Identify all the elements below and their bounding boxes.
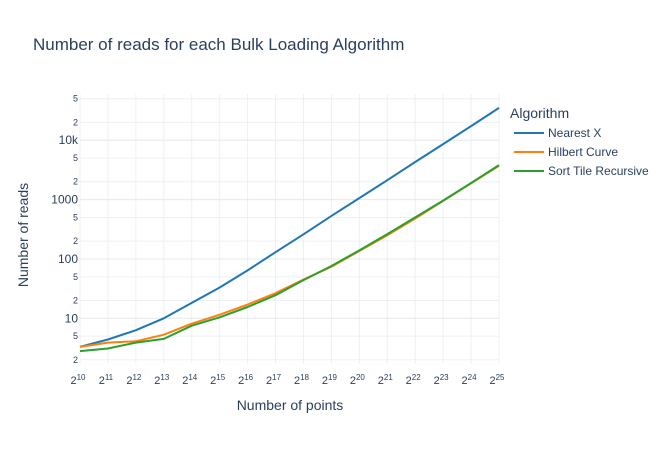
y-tick-label-minor: 5 (73, 331, 78, 341)
series-line-nearest-x (79, 107, 500, 348)
y-tick-label-minor: 5 (73, 153, 78, 163)
x-tick-label: 215 (210, 373, 226, 387)
y-axis-title: Number of reads (15, 183, 31, 287)
legend-title: Algorithm (510, 105, 569, 121)
x-tick-label: 213 (154, 373, 170, 387)
legend-label: Nearest X (548, 126, 601, 140)
legend: Algorithm Nearest X Hilbert Curve Sort Til… (510, 105, 649, 178)
series-line-sort-tile-recursive (79, 164, 500, 353)
y-tick-label-minor: 2 (73, 117, 78, 127)
x-tick-label: 218 (294, 373, 310, 387)
x-tick-label: 211 (99, 373, 114, 387)
x-tick-label: 223 (434, 373, 450, 387)
y-tick-label: 1000 (51, 193, 78, 207)
x-axis-ticks: 210 211 212 213 214 215 216 217 218 219 220 221 222 2… (70, 373, 505, 387)
y-tick-label-minor: 2 (73, 177, 78, 187)
y-tick-label-minor: 5 (73, 212, 78, 222)
legend-item-hilbert-curve[interactable]: Hilbert Curve (514, 145, 618, 159)
x-tick-label: 217 (266, 373, 282, 387)
plot-area (79, 107, 500, 353)
x-tick-label: 224 (462, 373, 478, 387)
y-tick-label: 100 (58, 252, 78, 266)
y-tick-label-minor: 5 (73, 94, 78, 104)
y-tick-label-minor: 2 (73, 355, 78, 365)
y-tick-label-minor: 2 (73, 295, 78, 305)
x-tick-label: 220 (350, 373, 366, 387)
legend-label: Hilbert Curve (548, 145, 618, 159)
y-tick-label: 10 (65, 311, 79, 325)
series-line-hilbert-curve (79, 164, 500, 348)
y-tick-label: 10k (59, 133, 79, 147)
x-tick-label: 210 (70, 373, 86, 387)
x-tick-label: 214 (182, 373, 198, 387)
y-axis-ticks: 2 5 2 5 2 5 2 5 2 5 10 100 1000 10k (51, 94, 79, 365)
x-tick-label: 219 (322, 373, 338, 387)
x-tick-label: 222 (406, 373, 422, 387)
x-tick-label: 225 (489, 373, 505, 387)
legend-item-sort-tile-recursive[interactable]: Sort Tile Recursive (514, 164, 649, 178)
y-tick-label-minor: 2 (73, 236, 78, 246)
x-tick-label: 216 (238, 373, 254, 387)
y-tick-label-minor: 5 (73, 272, 78, 282)
x-tick-label: 221 (378, 373, 394, 387)
grid (79, 94, 500, 364)
chart-title: Number of reads for each Bulk Loading Al… (33, 35, 404, 54)
legend-item-nearest-x[interactable]: Nearest X (514, 126, 601, 140)
legend-label: Sort Tile Recursive (548, 164, 649, 178)
x-tick-label: 212 (126, 373, 142, 387)
x-axis-title: Number of points (237, 397, 344, 413)
